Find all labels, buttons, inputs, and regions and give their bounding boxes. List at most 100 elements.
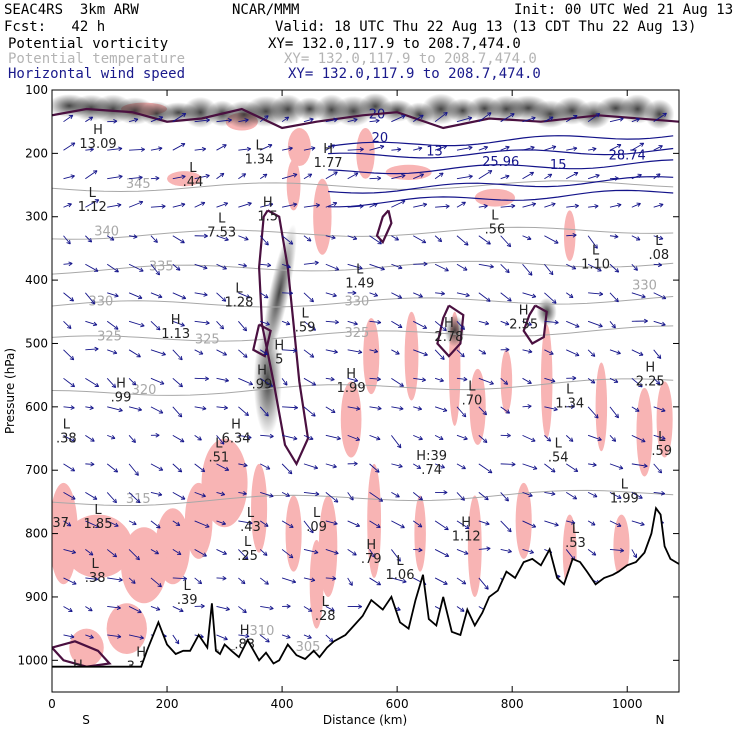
wind-vector — [85, 263, 99, 272]
pv-shade-patch — [287, 128, 311, 167]
wind-vector — [500, 263, 510, 274]
wind-vector-head — [200, 603, 205, 609]
extremum-type-label: H — [461, 516, 471, 531]
pv-shade-patch — [286, 159, 301, 211]
wind-vector — [216, 263, 227, 270]
wind-vector — [107, 406, 123, 412]
wind-vector — [347, 172, 359, 180]
wind-vector — [216, 292, 227, 302]
wind-vector-head — [132, 520, 137, 526]
wind-vector — [325, 377, 335, 381]
wind-vector — [544, 173, 552, 180]
wind-vector-head — [638, 494, 643, 499]
wind-vector — [478, 146, 488, 151]
wind-vector-head — [570, 404, 575, 410]
wind-vector — [500, 292, 512, 302]
wind-vector-head — [70, 405, 75, 410]
extremum-value-label: 1.13 — [161, 327, 190, 342]
wind-vector — [609, 263, 619, 273]
wind-vector-head — [109, 236, 115, 241]
wind-vector — [435, 292, 445, 295]
wind-vector-head — [375, 118, 380, 124]
wind-vector-head — [554, 239, 559, 244]
wind-vector — [369, 577, 381, 586]
wind-vector — [500, 113, 515, 123]
wind-vector-head — [641, 293, 646, 299]
wind-vector — [456, 349, 465, 358]
wind-vector-head — [287, 469, 293, 475]
wind-vector-head — [418, 435, 423, 441]
wind-vector-head — [373, 292, 379, 297]
wind-vector-head — [269, 433, 274, 439]
wind-vector-head — [507, 297, 512, 302]
theta-label: 310 — [250, 624, 275, 639]
wind-vector-head — [659, 203, 664, 208]
wind-vector-head — [439, 172, 444, 177]
wind-vector-head — [265, 465, 271, 470]
wind-vector-head — [506, 242, 512, 248]
wind-vector-head — [89, 147, 94, 152]
wind-vector — [281, 235, 294, 245]
y-tick-label: 400 — [25, 273, 48, 287]
wind-vector-head — [241, 173, 247, 178]
wind-vector-head — [599, 291, 604, 297]
wind-vector-head — [484, 495, 489, 501]
wind-vector — [281, 520, 294, 528]
wind-vector-head — [572, 232, 577, 238]
wind-vector-head — [70, 467, 76, 472]
wind-vector-head — [399, 382, 404, 387]
wind-vector — [85, 377, 99, 387]
extremum-value-label: .08 — [649, 248, 670, 263]
wind-vector — [238, 119, 249, 123]
wind-vector — [565, 292, 574, 298]
wind-vector — [500, 520, 512, 533]
wind-vector — [63, 520, 72, 527]
wind-vector — [456, 377, 468, 380]
extremum-value-label: .43 — [240, 520, 261, 535]
wind-vector — [194, 349, 204, 355]
wind-vector — [216, 435, 225, 445]
wind-vector-head — [528, 271, 533, 276]
wind-vector-head — [661, 295, 667, 300]
wind-vector — [653, 112, 667, 123]
wind-vector-head — [94, 576, 99, 582]
wind-vector-head — [440, 291, 445, 296]
wind-vector-head — [551, 145, 557, 150]
wind-vector — [85, 292, 95, 305]
theta-label: 330 — [88, 294, 113, 309]
wind-vector-head — [527, 404, 532, 409]
field-theta-name: Potential temperature — [8, 51, 186, 67]
wind-vector — [456, 117, 472, 123]
extremum-value-label: 7.53 — [207, 226, 236, 241]
wind-vector — [522, 203, 536, 208]
wind-vector — [172, 434, 185, 443]
wind-vector-head — [181, 174, 186, 180]
wind-vector-head — [443, 490, 448, 495]
pv-shade-patch — [52, 482, 78, 585]
wind-vector — [63, 203, 72, 208]
wind-vector-head — [268, 382, 274, 387]
wind-vector — [260, 491, 274, 497]
wind-vector-head — [568, 437, 574, 442]
wind-vector-head — [468, 145, 473, 151]
wind-vector-head — [597, 436, 602, 442]
wind-vector-head — [268, 202, 274, 208]
wind-vector — [128, 634, 144, 639]
wind-vector-head — [200, 201, 206, 206]
wind-vector — [107, 147, 123, 151]
wind-vector — [85, 634, 94, 639]
wind-vector — [172, 377, 183, 388]
wind-vector-head — [158, 293, 163, 299]
wind-vector — [631, 235, 641, 241]
wind-vector-head — [220, 491, 226, 497]
wind-vector-head — [573, 172, 579, 177]
theta-label: 305 — [296, 640, 321, 655]
wind-vector — [128, 520, 137, 525]
wind-vector — [413, 320, 427, 329]
wind-vector-head — [307, 607, 313, 612]
wind-vector — [631, 118, 640, 123]
wind-vector — [369, 292, 378, 297]
wind-vector-head — [201, 493, 206, 498]
wind-vector — [456, 577, 467, 585]
wind-vector — [259, 520, 269, 527]
